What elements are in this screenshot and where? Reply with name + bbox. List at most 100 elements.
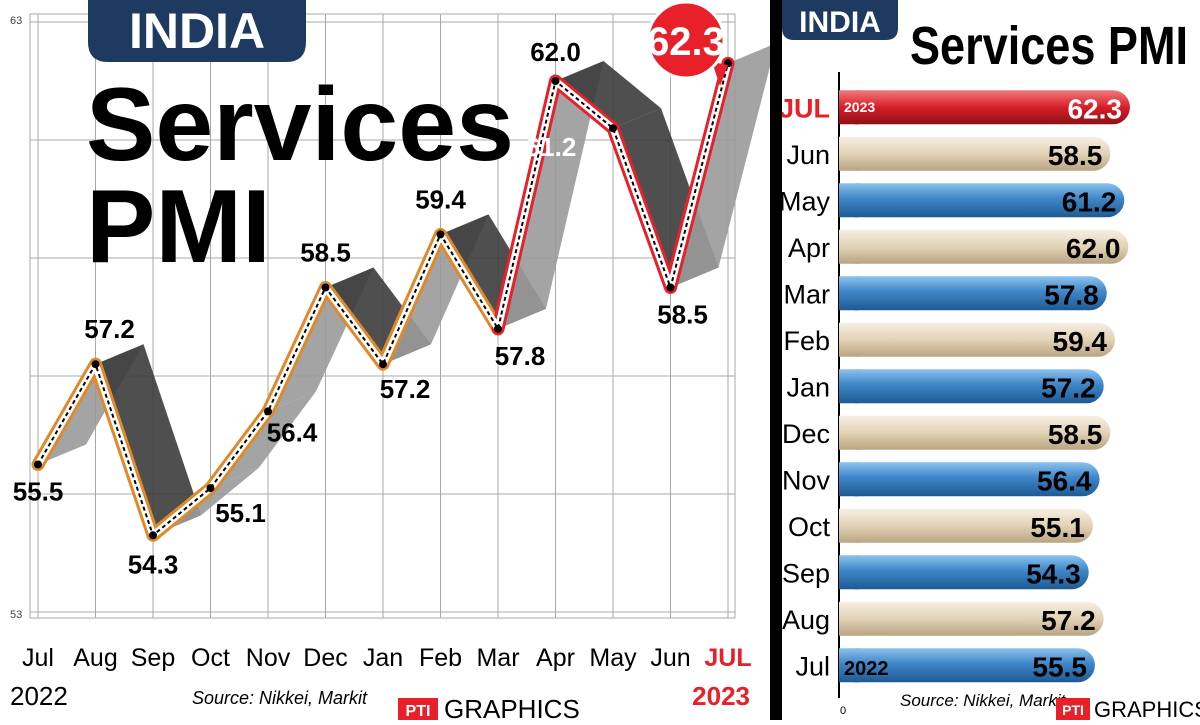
end-year: 2023 — [692, 681, 750, 711]
data-point — [436, 230, 445, 239]
highlight-value: 62.3 — [647, 20, 725, 64]
category-label: Aug — [782, 605, 830, 635]
bar-base — [839, 229, 859, 264]
x-tick-label: Aug — [73, 644, 117, 672]
x-tick-label: Feb — [419, 644, 462, 672]
data-point — [494, 324, 502, 333]
x-tick-label: May — [589, 644, 637, 672]
data-label: 54.3 — [128, 549, 179, 579]
bar — [839, 462, 1100, 497]
value-label: 62.0 — [1066, 233, 1121, 264]
data-point — [264, 407, 272, 416]
x-tick-label: Nov — [246, 644, 291, 672]
ribbon-segment — [670, 43, 776, 288]
x-tick-label: Jan — [363, 644, 403, 672]
value-label: 56.4 — [1037, 465, 1092, 496]
value-label: 58.5 — [1048, 140, 1103, 171]
pti-logo-right — [1056, 698, 1090, 720]
x-tick-label: Sep — [131, 644, 175, 672]
category-label: Jul — [795, 651, 830, 681]
value-label: 55.1 — [1030, 512, 1085, 543]
bar-base — [839, 601, 859, 636]
bar-base — [839, 90, 859, 125]
bar — [839, 369, 1104, 404]
start-year: 2022 — [10, 681, 68, 711]
bar — [839, 276, 1107, 311]
line-chart-panel: INDIA Services PMI 63 53 55.5 57.2 54.3 55.… — [10, 0, 776, 724]
data-point — [666, 283, 675, 292]
pti-logo-text: PTI — [406, 703, 431, 720]
badge-label: INDIA — [129, 3, 265, 59]
bar-base — [839, 136, 859, 171]
badge-label-right: INDIA — [799, 6, 881, 39]
data-label: 58.5 — [300, 238, 351, 268]
category-label: Jan — [786, 372, 830, 402]
highlight-pointer — [712, 62, 728, 86]
panel-divider — [770, 0, 782, 720]
data-label: 62.0 — [530, 37, 581, 67]
data-label: 57.2 — [84, 314, 135, 344]
title-services: Services — [86, 67, 514, 183]
category-label: Nov — [782, 465, 830, 495]
bar-base — [839, 555, 859, 590]
india-badge — [88, 0, 306, 62]
value-label: 55.5 — [1032, 651, 1087, 682]
category-label: Feb — [783, 326, 830, 356]
x-tick-label: Dec — [303, 644, 347, 672]
data-point — [206, 484, 215, 493]
line-chart: INDIA Services PMI 63 53 55.557.254.355.… — [10, 0, 776, 724]
bar-base — [839, 508, 859, 543]
bar — [839, 648, 1095, 683]
title-pmi: PMI — [86, 169, 271, 285]
bar-chart-panel: INDIA Services PMI JUL 62.3 Jun 58.5 May 61.2… — [779, 0, 1200, 722]
data-label: 59.4 — [415, 184, 466, 214]
title-right: Services PMI — [910, 16, 1188, 76]
value-label: 58.5 — [1048, 419, 1103, 450]
pti-logo — [398, 698, 438, 720]
bar-base — [839, 276, 859, 311]
ribbon-segment — [555, 61, 661, 129]
x-tick-label: Apr — [536, 644, 575, 672]
zero-tick: 0 — [840, 705, 846, 717]
bar-base — [839, 183, 859, 218]
bar — [839, 183, 1125, 218]
bar-chart: INDIA Services PMI JUL 62.3 Jun 58.5 May 61.2… — [779, 0, 1200, 722]
category-label: Jun — [786, 140, 830, 170]
ribbon-segment — [498, 61, 604, 329]
value-label: 57.2 — [1041, 605, 1096, 636]
ribbon-segment — [210, 391, 316, 489]
credit-text: GRAPHICS — [444, 694, 580, 720]
value-label: 62.3 — [1067, 93, 1122, 124]
data-points — [34, 59, 732, 540]
bar — [839, 322, 1115, 357]
data-label: 57.8 — [495, 341, 546, 371]
category-label: Oct — [788, 512, 831, 542]
bars: JUL 62.3 Jun 58.5 May 61.2 Apr 62.0 Mar 57.8 Feb 59… — [779, 90, 1130, 683]
data-point — [321, 283, 330, 292]
shadow-ribbon — [38, 43, 776, 536]
x-tick-label: JUL — [704, 644, 751, 672]
category-label: Apr — [788, 233, 830, 263]
data-label: 56.4 — [267, 417, 318, 447]
data-point — [609, 124, 617, 133]
data-point — [379, 360, 387, 369]
data-point — [34, 460, 42, 469]
data-label: 55.1 — [215, 498, 266, 528]
data-labels: 55.5 57.2 54.3 55.1 56.4 58.5 57.2 59.4 57.8 62.0… — [13, 37, 708, 579]
value-label: 61.2 — [1062, 186, 1117, 217]
bar — [839, 229, 1129, 264]
bar — [839, 508, 1093, 543]
data-point — [149, 531, 157, 540]
value-label: 57.8 — [1044, 279, 1099, 310]
data-label: 55.5 — [13, 477, 64, 507]
source-note: Source: Nikkei, Markit — [192, 688, 368, 708]
bar-base — [839, 322, 859, 357]
data-point — [91, 360, 100, 369]
ribbon-segment — [95, 344, 201, 536]
data-label: 61.2 — [526, 132, 577, 162]
category-label: Dec — [782, 419, 830, 449]
category-label: Mar — [784, 279, 831, 309]
x-axis-labels: Jul Aug Sep Oct Nov Dec Jan Feb Mar Apr May Jun JUL — [22, 644, 752, 672]
bar — [839, 415, 1111, 450]
highlight-year-label: 2023 — [844, 99, 875, 115]
